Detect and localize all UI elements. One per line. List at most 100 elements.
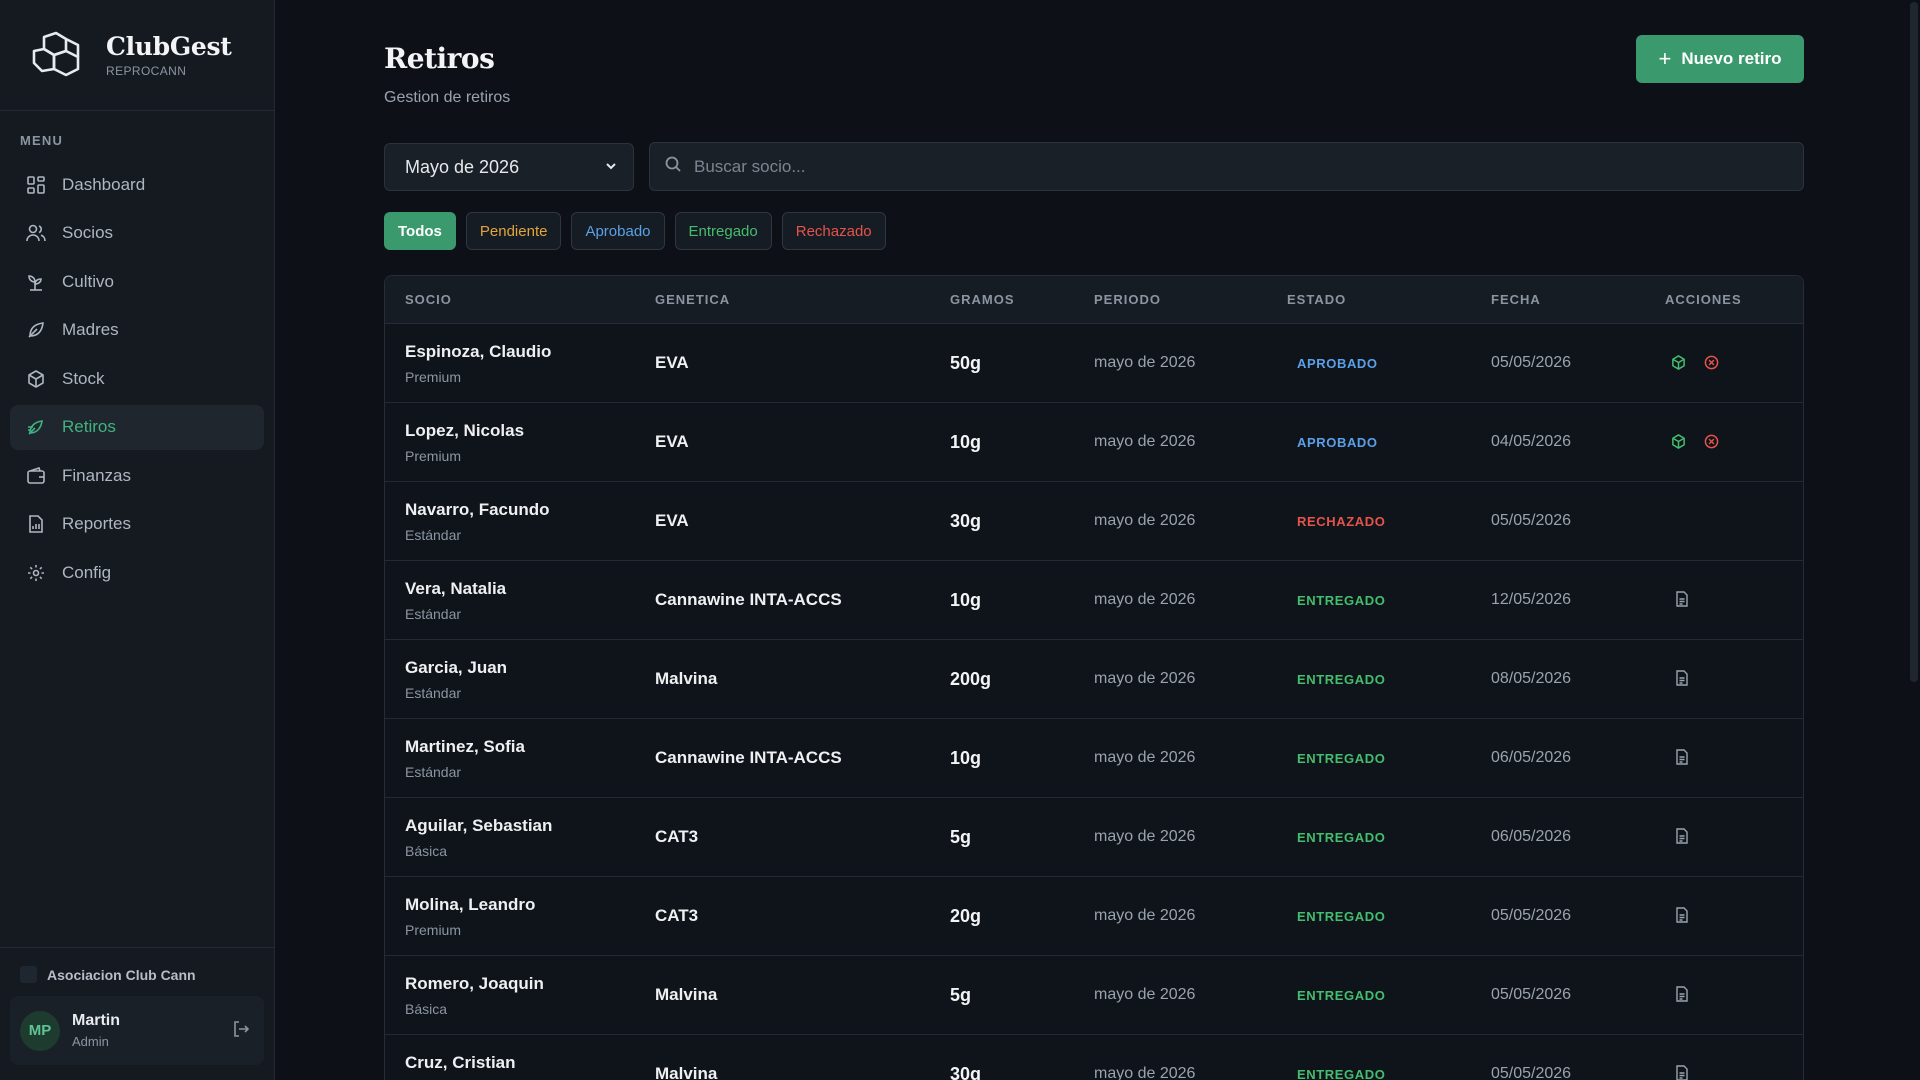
filter-entregado[interactable]: Entregado — [674, 212, 772, 250]
filter-todos[interactable]: Todos — [384, 212, 456, 250]
new-retiro-button[interactable]: + Nuevo retiro — [1636, 35, 1804, 83]
genetica-cell: CAT3 — [655, 827, 699, 846]
socio-name[interactable]: Lopez, Nicolas — [405, 421, 525, 440]
sidebar-item-label: Dashboard — [62, 174, 146, 194]
document-icon[interactable] — [1675, 749, 1689, 769]
sidebar-item-reportes[interactable]: Reportes — [10, 502, 264, 547]
reject-x-icon[interactable] — [1703, 433, 1719, 449]
fecha-cell: 05/05/2026 — [1491, 1065, 1572, 1080]
socio-name[interactable]: Molina, Leandro — [405, 895, 536, 914]
genetica-cell: EVA — [655, 432, 689, 451]
month-select-value: Mayo de 2026 — [405, 156, 520, 177]
sidebar-item-label: Finanzas — [62, 465, 131, 485]
document-icon[interactable] — [1675, 828, 1689, 848]
filter-rechazado[interactable]: Rechazado — [781, 212, 886, 250]
gramos-cell: 10g — [950, 432, 982, 452]
status-badge: ENTREGADO — [1297, 593, 1386, 608]
socio-plan: Estándar — [405, 764, 462, 780]
table-row[interactable]: Garcia, Juan Estándar Malvina 200g mayo de 2… — [385, 640, 1803, 719]
document-icon[interactable] — [1675, 907, 1689, 927]
socio-name[interactable]: Navarro, Facundo — [405, 500, 550, 519]
document-icon[interactable] — [1675, 1065, 1689, 1080]
table-row[interactable]: Romero, Joaquin Básica Malvina 5g mayo de 20… — [385, 956, 1803, 1035]
sidebar-item-cultivo[interactable]: Cultivo — [10, 259, 264, 304]
reject-x-icon[interactable] — [1703, 354, 1719, 370]
row-actions — [1675, 591, 1689, 612]
sidebar-item-madres[interactable]: Madres — [10, 308, 264, 353]
scrollbar[interactable] — [1908, 0, 1920, 1080]
brand-subtitle: REPROCANN — [106, 64, 187, 78]
column-header-genetica[interactable]: GENETICA — [655, 292, 731, 307]
socio-name[interactable]: Garcia, Juan — [405, 658, 508, 677]
table-row[interactable]: Lopez, Nicolas Premium EVA 10g mayo de 2026 A… — [385, 403, 1803, 482]
gramos-cell: 5g — [950, 985, 972, 1005]
table-row[interactable]: Espinoza, Claudio Premium EVA 50g mayo de 20… — [385, 324, 1803, 403]
periodo-cell: mayo de 2026 — [1094, 907, 1196, 924]
column-header-fecha[interactable]: FECHA — [1491, 292, 1541, 307]
socio-name[interactable]: Espinoza, Claudio — [405, 342, 552, 361]
gramos-cell: 30g — [950, 1064, 982, 1080]
column-header-socio[interactable]: SOCIO — [405, 292, 452, 307]
gramos-cell: 10g — [950, 748, 982, 768]
column-header-periodo[interactable]: PERIODO — [1094, 292, 1161, 307]
report-icon — [26, 514, 46, 534]
sidebar-item-dashboard[interactable]: Dashboard — [10, 162, 264, 207]
socio-name[interactable]: Aguilar, Sebastian — [405, 816, 553, 835]
socio-plan: Estándar — [405, 606, 462, 622]
table-row[interactable]: Molina, Leandro Premium CAT3 20g mayo de 202… — [385, 877, 1803, 956]
logout-icon[interactable] — [232, 1020, 252, 1040]
organization-selector[interactable]: Asociacion Club Cann — [0, 947, 274, 983]
column-header-gramos[interactable]: GRAMOS — [950, 292, 1015, 307]
search-input[interactable] — [694, 156, 1694, 177]
socio-name[interactable]: Vera, Natalia — [405, 579, 507, 598]
box-icon — [26, 369, 46, 389]
deliver-box-icon[interactable] — [1670, 433, 1686, 449]
user-card[interactable]: MP Martin Admin — [10, 996, 264, 1065]
periodo-cell: mayo de 2026 — [1094, 828, 1196, 845]
table-row[interactable]: Cruz, Cristian Malvina 30g mayo de 2026 ENTR… — [385, 1035, 1803, 1080]
genetica-cell: Malvina — [655, 985, 718, 1004]
genetica-cell: Cannawine INTA-ACCS — [655, 748, 842, 767]
genetica-cell: Malvina — [655, 1064, 718, 1080]
sidebar-item-config[interactable]: Config — [10, 550, 264, 595]
filter-pendiente[interactable]: Pendiente — [465, 212, 562, 250]
socio-plan: Estándar — [405, 527, 462, 543]
search-box[interactable] — [649, 142, 1804, 191]
user-name: Martin — [72, 1012, 120, 1029]
sidebar-item-stock[interactable]: Stock — [10, 356, 264, 401]
brand[interactable]: ClubGest REPROCANN — [0, 0, 274, 111]
chevron-down-icon — [603, 158, 619, 179]
table-row[interactable]: Aguilar, Sebastian Básica CAT3 5g mayo de 20… — [385, 798, 1803, 877]
status-badge: RECHAZADO — [1297, 514, 1386, 529]
fecha-cell: 06/05/2026 — [1491, 749, 1572, 766]
table-row[interactable]: Navarro, Facundo Estándar EVA 30g mayo de 20… — [385, 482, 1803, 561]
sidebar: ClubGest REPROCANN MENU Dashboard Socios… — [0, 0, 275, 1080]
filter-aprobado[interactable]: Aprobado — [571, 212, 665, 250]
table-row[interactable]: Vera, Natalia Estándar Cannawine INTA-ACCS… — [385, 561, 1803, 640]
document-icon[interactable] — [1675, 986, 1689, 1006]
gramos-cell: 10g — [950, 590, 982, 610]
sidebar-item-label: Reportes — [62, 514, 131, 533]
sidebar-item-finanzas[interactable]: Finanzas — [10, 453, 264, 498]
sidebar-item-socios[interactable]: Socios — [10, 211, 264, 256]
socio-name[interactable]: Cruz, Cristian — [405, 1053, 516, 1072]
document-icon[interactable] — [1675, 670, 1689, 690]
socio-name[interactable]: Romero, Joaquin — [405, 974, 544, 993]
scrollbar-thumb[interactable] — [1910, 2, 1918, 682]
column-header-estado[interactable]: ESTADO — [1287, 292, 1347, 307]
status-badge: ENTREGADO — [1297, 988, 1386, 1003]
document-icon[interactable] — [1675, 591, 1689, 611]
page-title: Retiros — [384, 42, 495, 75]
month-select[interactable]: Mayo de 2026 — [384, 143, 634, 191]
fecha-cell: 05/05/2026 — [1491, 986, 1572, 1003]
sidebar-item-retiros[interactable]: Retiros — [10, 404, 264, 450]
sidebar-item-label: Cultivo — [62, 271, 114, 291]
wallet-icon — [26, 466, 46, 486]
gramos-cell: 30g — [950, 511, 982, 531]
socio-name[interactable]: Martinez, Sofia — [405, 737, 525, 756]
retiros-table: SOCIO GENETICA GRAMOS PERIODO ESTADO FEC… — [384, 275, 1804, 1080]
row-actions — [1675, 1065, 1689, 1080]
deliver-box-icon[interactable] — [1670, 354, 1686, 370]
periodo-cell: mayo de 2026 — [1094, 512, 1196, 529]
table-row[interactable]: Martinez, Sofia Estándar Cannawine INTA-AC… — [385, 719, 1803, 798]
